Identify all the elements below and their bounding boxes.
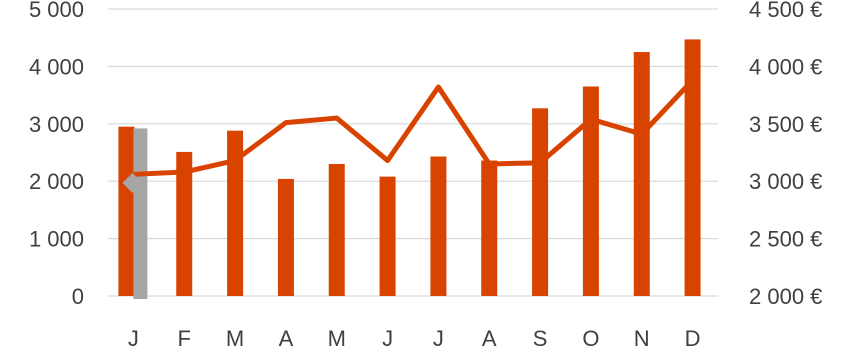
x-tick-label: J <box>433 326 444 351</box>
line-path <box>130 77 696 177</box>
x-tick-label: A <box>279 326 294 351</box>
x-tick-label: S <box>533 326 548 351</box>
right-axis-ticks: 2 000 € 2 500 € 3 000 € 3 500 € 4 000 € 4 500… <box>749 0 822 309</box>
bar <box>227 130 244 296</box>
bar <box>176 151 193 296</box>
bar <box>684 39 701 297</box>
x-tick-label: J <box>128 326 139 351</box>
left-tick-label: 3 000 <box>29 112 84 137</box>
bar <box>379 176 396 296</box>
right-tick-label: 3 000 € <box>749 169 822 194</box>
bar <box>633 52 650 296</box>
bar <box>328 163 345 296</box>
left-tick-label: 4 000 <box>29 54 84 79</box>
highlight-marker <box>122 172 143 193</box>
right-tick-label: 4 500 € <box>749 0 822 22</box>
line-series <box>122 77 696 193</box>
left-tick-label: 1 000 <box>29 227 84 252</box>
highlight-bar <box>133 128 148 299</box>
x-tick-label: M <box>328 326 346 351</box>
right-tick-label: 3 500 € <box>749 112 822 137</box>
right-tick-label: 2 000 € <box>749 284 822 309</box>
left-tick-label: 5 000 <box>29 0 84 22</box>
x-tick-label: N <box>634 326 650 351</box>
bar <box>118 126 135 296</box>
x-tick-label: D <box>685 326 701 351</box>
highlight-group <box>133 128 148 299</box>
left-tick-label: 0 <box>72 284 84 309</box>
x-tick-label: J <box>382 326 393 351</box>
bar <box>277 178 294 296</box>
left-axis-ticks: 0 1 000 2 000 3 000 4 000 5 000 <box>29 0 84 309</box>
bar <box>532 108 549 296</box>
x-tick-label: A <box>482 326 497 351</box>
bar <box>481 160 498 296</box>
left-tick-label: 2 000 <box>29 169 84 194</box>
x-tick-label: M <box>226 326 244 351</box>
right-tick-label: 4 000 € <box>749 54 822 79</box>
gridlines <box>108 8 718 297</box>
x-tick-label: F <box>178 326 191 351</box>
bar-series <box>118 39 701 297</box>
bar <box>430 156 447 296</box>
x-tick-label: O <box>582 326 599 351</box>
bar <box>582 86 599 297</box>
right-tick-label: 2 500 € <box>749 227 822 252</box>
